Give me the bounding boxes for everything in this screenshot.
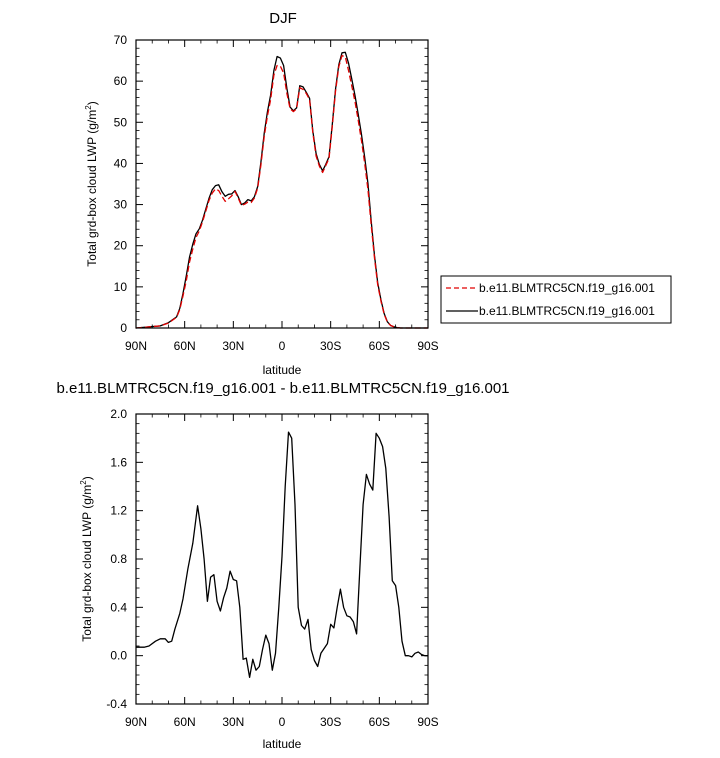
top-chart-y-tick-labels: 0 10 20 30 40 50 60 70 [114, 33, 128, 335]
top-y-tick-label: 60 [114, 74, 128, 88]
bottom-x-tick-label: 30N [222, 715, 244, 729]
top-chart-xlabel: latitude [263, 363, 302, 377]
legend: b.e11.BLMTRC5CN.f19_g16.001 b.e11.BLMTRC… [440, 275, 672, 324]
top-chart-frame [135, 39, 429, 329]
bottom-chart-series [136, 431, 428, 679]
bottom-chart-x-tick-labels: 90N 60N 30N 0 30S 60S 90S [125, 715, 439, 729]
top-y-tick-label: 40 [114, 156, 128, 170]
bottom-y-tick-label: 2.0 [110, 407, 127, 421]
top-x-tick-label: 60N [174, 339, 196, 353]
top-y-tick-label: 20 [114, 239, 128, 253]
top-chart-series [135, 51, 428, 329]
legend-label-series-2: b.e11.BLMTRC5CN.f19_g16.001 [479, 304, 655, 318]
top-chart-ticks [135, 39, 429, 329]
top-chart-x-tick-labels: 90N 60N 30N 0 30S 60S 90S [125, 339, 439, 353]
bottom-chart-frame [135, 413, 429, 705]
bottom-x-tick-label: 60S [369, 715, 390, 729]
top-x-tick-label: 30N [222, 339, 244, 353]
top-y-tick-label: 50 [114, 115, 128, 129]
top-x-tick-label: 30S [320, 339, 341, 353]
bottom-y-tick-label: 0.4 [110, 600, 127, 614]
bottom-y-tick-label: 1.6 [110, 455, 127, 469]
top-y-tick-label: 70 [114, 33, 128, 47]
bottom-x-tick-label: 60N [174, 715, 196, 729]
bottom-chart-ticks [135, 413, 429, 705]
bottom-x-tick-label: 90S [417, 715, 438, 729]
top-x-tick-label: 60S [369, 339, 390, 353]
top-chart: DJF 90N 60N 30N 0 30S 60S 90S 010203040506070 … [84, 10, 439, 377]
bottom-chart-xlabel: latitude [263, 737, 302, 751]
bottom-x-tick-label: 0 [279, 715, 286, 729]
top-chart-ylabel: Total grd-box cloud LWP (g/m2) [84, 101, 99, 266]
bottom-y-tick-label: 0.8 [110, 552, 127, 566]
legend-label-series-1: b.e11.BLMTRC5CN.f19_g16.001 [479, 281, 655, 295]
bottom-chart-y-tick-labels: -0.4 0.0 0.4 0.8 1.2 1.6 2.0 [106, 407, 127, 711]
bottom-chart: b.e11.BLMTRC5CN.f19_g16.001 - b.e11.BLMT… [56, 380, 509, 751]
bottom-series-line-1 [136, 431, 428, 679]
bottom-y-tick-label: 1.2 [110, 504, 127, 518]
top-x-tick-label: 90S [417, 339, 438, 353]
legend-box [440, 275, 672, 324]
top-x-tick-label: 90N [125, 339, 147, 353]
bottom-x-tick-label: 30S [320, 715, 341, 729]
top-chart-title: DJF [269, 10, 297, 27]
bottom-y-tick-label: 0.0 [110, 649, 127, 663]
bottom-x-tick-label: 90N [125, 715, 147, 729]
top-series-line-1 [135, 54, 428, 329]
top-series-line-2 [135, 51, 428, 329]
top-y-tick-label: 0 [120, 321, 127, 335]
bottom-chart-ylabel: Total grd-box cloud LWP (g/m2) [79, 476, 94, 641]
bottom-y-tick-label: -0.4 [106, 697, 127, 711]
top-y-tick-label: 10 [114, 280, 128, 294]
bottom-chart-title: b.e11.BLMTRC5CN.f19_g16.001 - b.e11.BLMT… [56, 380, 509, 397]
top-y-tick-label: 30 [114, 198, 128, 212]
top-x-tick-label: 0 [279, 339, 286, 353]
